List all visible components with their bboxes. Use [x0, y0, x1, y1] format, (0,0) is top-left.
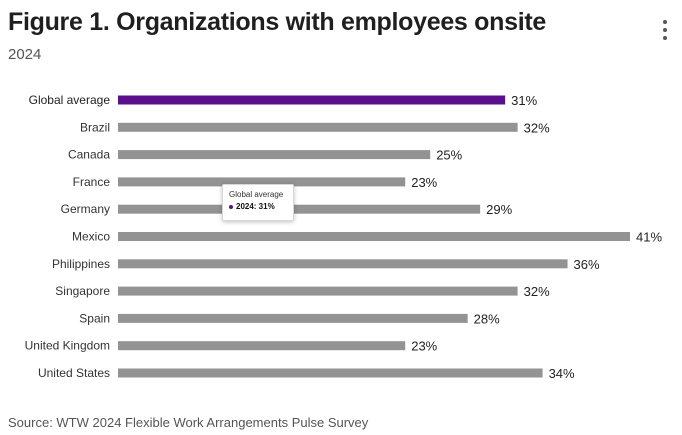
bar [118, 150, 431, 160]
data-label: 29% [486, 202, 512, 217]
data-label: 31% [511, 93, 537, 108]
bar [118, 313, 468, 323]
bar [118, 368, 543, 378]
category-label: Brazil [80, 120, 110, 134]
data-label: 28% [474, 311, 500, 326]
category-label: Philippines [52, 257, 110, 271]
bar [118, 122, 518, 132]
tooltip-title: Global average [229, 190, 284, 199]
data-label: 32% [524, 284, 550, 299]
source-note: Source: WTW 2024 Flexible Work Arrangeme… [8, 415, 369, 430]
bar [118, 341, 406, 351]
menu-dot [663, 28, 667, 32]
tooltip-row: 2024: 31% [229, 202, 287, 211]
category-label: United States [38, 366, 110, 380]
category-label: Mexico [72, 230, 110, 244]
data-label: 41% [636, 230, 662, 245]
data-label: 34% [549, 366, 575, 381]
bar-highlight [118, 95, 506, 105]
bar [118, 259, 568, 269]
menu-dot [663, 20, 667, 24]
menu-dot [663, 36, 667, 40]
data-label: 36% [574, 257, 600, 272]
data-label: 23% [411, 339, 437, 354]
chart-subtitle: 2024 [8, 46, 42, 63]
kebab-menu-icon[interactable] [657, 18, 673, 42]
bar [118, 232, 630, 241]
series-dot-icon [229, 204, 233, 209]
data-label: 32% [524, 120, 550, 135]
category-label: United Kingdom [25, 339, 110, 353]
data-label: 25% [436, 148, 462, 163]
tooltip-value: 2024: 31% [236, 202, 275, 211]
chart-title: Figure 1. Organizations with employees o… [8, 8, 547, 36]
category-label: Global average [29, 93, 111, 107]
category-label: Spain [79, 311, 110, 325]
bar [118, 204, 481, 214]
data-label: 23% [411, 175, 437, 190]
category-label: Canada [68, 148, 110, 162]
tooltip: Global average 2024: 31% [222, 184, 294, 221]
bar [118, 286, 518, 296]
category-label: Singapore [55, 284, 110, 298]
category-label: Germany [61, 202, 110, 216]
bar [118, 177, 406, 187]
category-label: France [73, 175, 111, 189]
bar-chart: Global average 31% Brazil 32% Canada 25% Franc… [25, 93, 663, 381]
